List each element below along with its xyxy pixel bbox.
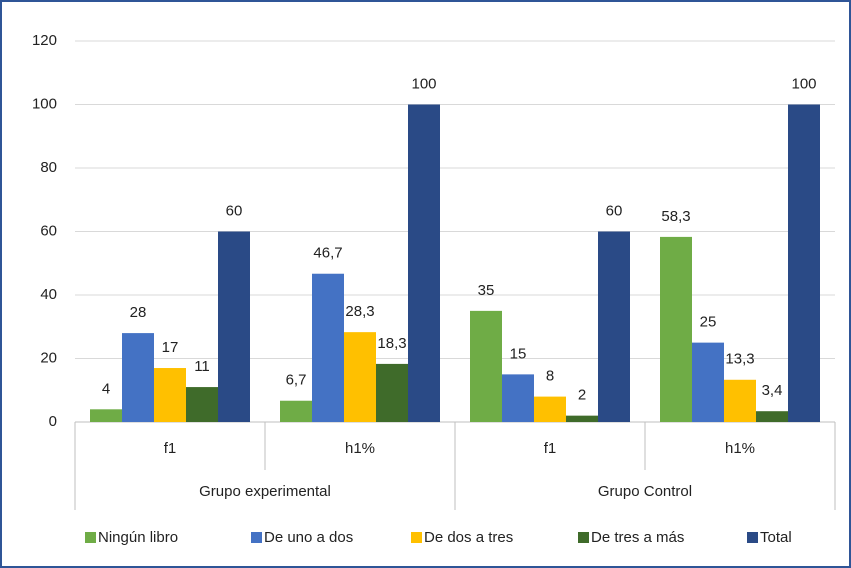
- bar: [598, 231, 630, 422]
- legend-label: Ningún libro: [98, 529, 178, 546]
- bar: [470, 310, 502, 422]
- legend-swatch: [251, 532, 262, 543]
- data-label: 46,7: [313, 245, 342, 262]
- bar: [660, 236, 692, 422]
- bar: [376, 363, 408, 422]
- y-tick-label: 80: [40, 159, 57, 176]
- group-label: Grupo Control: [598, 483, 692, 500]
- bar: [408, 104, 440, 422]
- legend-swatch: [411, 532, 422, 543]
- legend-swatch: [747, 532, 758, 543]
- bar: [566, 415, 598, 422]
- data-label: 6,7: [286, 372, 307, 389]
- data-label: 3,4: [762, 382, 783, 399]
- y-tick-label: 100: [32, 95, 57, 112]
- bar: [344, 332, 376, 422]
- legend-swatch: [85, 532, 96, 543]
- y-tick-label: 120: [32, 32, 57, 49]
- y-tick-label: 60: [40, 222, 57, 239]
- x-tick-label: f1: [164, 440, 177, 457]
- bar: [502, 374, 534, 422]
- data-label: 15: [510, 345, 527, 362]
- data-label: 28: [130, 304, 147, 321]
- group-label: Grupo experimental: [199, 483, 331, 500]
- data-label: 35: [478, 282, 495, 299]
- data-label: 8: [546, 368, 554, 385]
- bar: [312, 273, 344, 422]
- bar: [90, 409, 122, 422]
- legend-label: De tres a más: [591, 529, 684, 546]
- y-tick-label: 40: [40, 286, 57, 303]
- x-tick-label: h1%: [725, 440, 755, 457]
- bar: [122, 333, 154, 422]
- data-label: 4: [102, 380, 110, 397]
- data-label: 18,3: [377, 335, 406, 352]
- bar: [218, 231, 250, 422]
- bar: [280, 400, 312, 422]
- legend-swatch: [578, 532, 589, 543]
- data-label: 28,3: [345, 303, 374, 320]
- x-tick-label: f1: [544, 440, 557, 457]
- legend-label: De uno a dos: [264, 529, 353, 546]
- y-tick-label: 0: [49, 413, 57, 430]
- data-label: 100: [411, 75, 436, 92]
- x-tick-label: h1%: [345, 440, 375, 457]
- data-label: 60: [226, 202, 243, 219]
- bar: [154, 368, 186, 422]
- bar: [692, 342, 724, 422]
- bar: [724, 379, 756, 422]
- data-label: 13,3: [725, 351, 754, 368]
- bar: [186, 387, 218, 422]
- data-label: 58,3: [661, 208, 690, 225]
- data-label: 100: [791, 75, 816, 92]
- legend-label: De dos a tres: [424, 529, 513, 546]
- data-label: 11: [194, 358, 210, 375]
- bar: [756, 411, 788, 422]
- bar: [788, 104, 820, 422]
- data-label: 60: [606, 202, 623, 219]
- y-tick-label: 20: [40, 349, 57, 366]
- data-label: 25: [700, 314, 717, 331]
- legend-label: Total: [760, 529, 792, 546]
- data-label: 17: [162, 339, 179, 356]
- bar: [534, 396, 566, 422]
- data-label: 2: [578, 387, 586, 404]
